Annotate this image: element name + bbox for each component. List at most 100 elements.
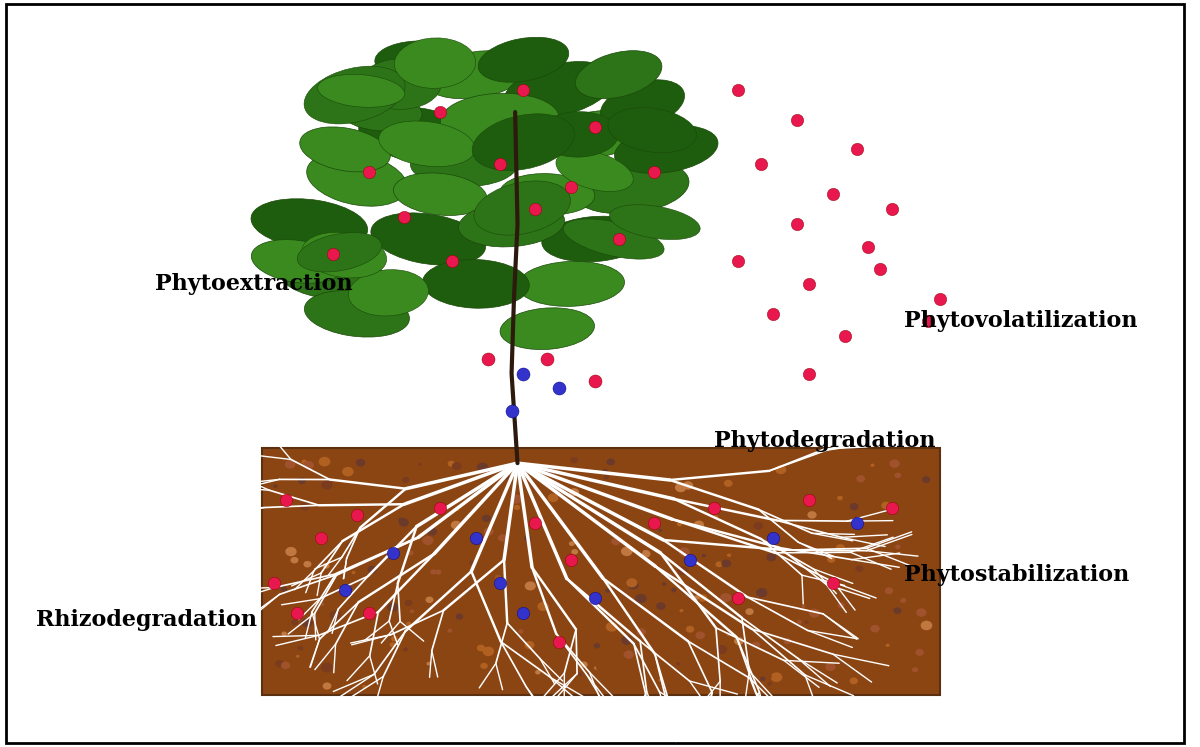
Ellipse shape: [298, 232, 382, 272]
Ellipse shape: [524, 641, 534, 649]
Ellipse shape: [835, 544, 845, 552]
Ellipse shape: [677, 522, 682, 527]
Ellipse shape: [499, 173, 595, 215]
Ellipse shape: [428, 498, 436, 504]
Ellipse shape: [281, 631, 287, 636]
Ellipse shape: [407, 551, 414, 556]
Point: [835, 330, 854, 342]
Ellipse shape: [541, 216, 648, 262]
Ellipse shape: [904, 488, 913, 497]
Ellipse shape: [724, 480, 733, 487]
Ellipse shape: [894, 473, 901, 478]
Point: [478, 353, 497, 365]
Ellipse shape: [641, 550, 650, 558]
Ellipse shape: [281, 586, 287, 592]
Point: [288, 607, 307, 619]
Point: [514, 368, 533, 379]
Point: [787, 114, 806, 125]
Ellipse shape: [662, 582, 666, 586]
Point: [763, 532, 782, 544]
Ellipse shape: [379, 121, 475, 167]
Ellipse shape: [440, 93, 559, 146]
Point: [562, 181, 581, 193]
Ellipse shape: [318, 75, 404, 108]
Ellipse shape: [377, 588, 386, 596]
Ellipse shape: [286, 547, 296, 557]
Ellipse shape: [304, 461, 314, 470]
Ellipse shape: [676, 662, 680, 666]
Point: [847, 143, 866, 155]
Ellipse shape: [721, 560, 731, 568]
Ellipse shape: [304, 561, 312, 568]
Ellipse shape: [628, 580, 638, 589]
Ellipse shape: [251, 240, 343, 283]
Ellipse shape: [348, 270, 428, 316]
Ellipse shape: [917, 608, 926, 617]
Ellipse shape: [422, 259, 529, 309]
Point: [752, 158, 772, 170]
Ellipse shape: [305, 515, 317, 524]
Ellipse shape: [284, 460, 295, 468]
Ellipse shape: [305, 291, 409, 337]
Ellipse shape: [428, 663, 433, 668]
Ellipse shape: [893, 607, 901, 614]
Ellipse shape: [756, 588, 768, 598]
Ellipse shape: [427, 527, 437, 536]
FancyBboxPatch shape: [6, 4, 1183, 743]
Ellipse shape: [452, 462, 462, 470]
Ellipse shape: [770, 672, 782, 682]
Ellipse shape: [448, 629, 452, 633]
Point: [823, 188, 842, 200]
Ellipse shape: [856, 565, 863, 572]
Ellipse shape: [514, 463, 523, 471]
Ellipse shape: [398, 518, 404, 522]
Ellipse shape: [482, 647, 494, 656]
Ellipse shape: [809, 609, 820, 618]
Ellipse shape: [611, 538, 620, 545]
Point: [871, 263, 890, 275]
Ellipse shape: [679, 548, 690, 557]
Ellipse shape: [323, 683, 331, 689]
Ellipse shape: [374, 41, 458, 78]
Ellipse shape: [498, 534, 508, 542]
Ellipse shape: [418, 462, 421, 465]
Ellipse shape: [884, 587, 893, 594]
Ellipse shape: [371, 213, 486, 265]
Ellipse shape: [745, 608, 754, 615]
Ellipse shape: [319, 457, 330, 466]
Ellipse shape: [302, 232, 386, 278]
Ellipse shape: [455, 507, 460, 511]
Ellipse shape: [685, 626, 695, 633]
Ellipse shape: [535, 670, 541, 675]
Point: [586, 375, 605, 387]
Point: [586, 592, 605, 604]
Ellipse shape: [594, 643, 600, 648]
Ellipse shape: [895, 545, 901, 549]
Point: [431, 502, 450, 514]
Ellipse shape: [606, 459, 616, 465]
Point: [550, 636, 569, 648]
Text: Phytoextraction: Phytoextraction: [155, 273, 353, 295]
Ellipse shape: [322, 480, 332, 489]
Ellipse shape: [342, 467, 354, 477]
Ellipse shape: [402, 477, 409, 483]
Ellipse shape: [715, 561, 722, 567]
Ellipse shape: [406, 622, 412, 626]
Ellipse shape: [431, 569, 437, 574]
Ellipse shape: [384, 584, 390, 589]
Ellipse shape: [713, 515, 719, 519]
Ellipse shape: [719, 669, 730, 678]
Point: [395, 211, 414, 223]
Point: [728, 255, 748, 267]
Point: [514, 607, 533, 619]
Ellipse shape: [595, 664, 604, 670]
Ellipse shape: [329, 610, 341, 620]
Ellipse shape: [920, 621, 932, 630]
Ellipse shape: [805, 538, 816, 547]
Point: [312, 532, 331, 544]
Ellipse shape: [569, 542, 575, 546]
Ellipse shape: [797, 620, 802, 624]
Ellipse shape: [604, 475, 610, 480]
Point: [586, 121, 605, 133]
Ellipse shape: [659, 678, 662, 682]
